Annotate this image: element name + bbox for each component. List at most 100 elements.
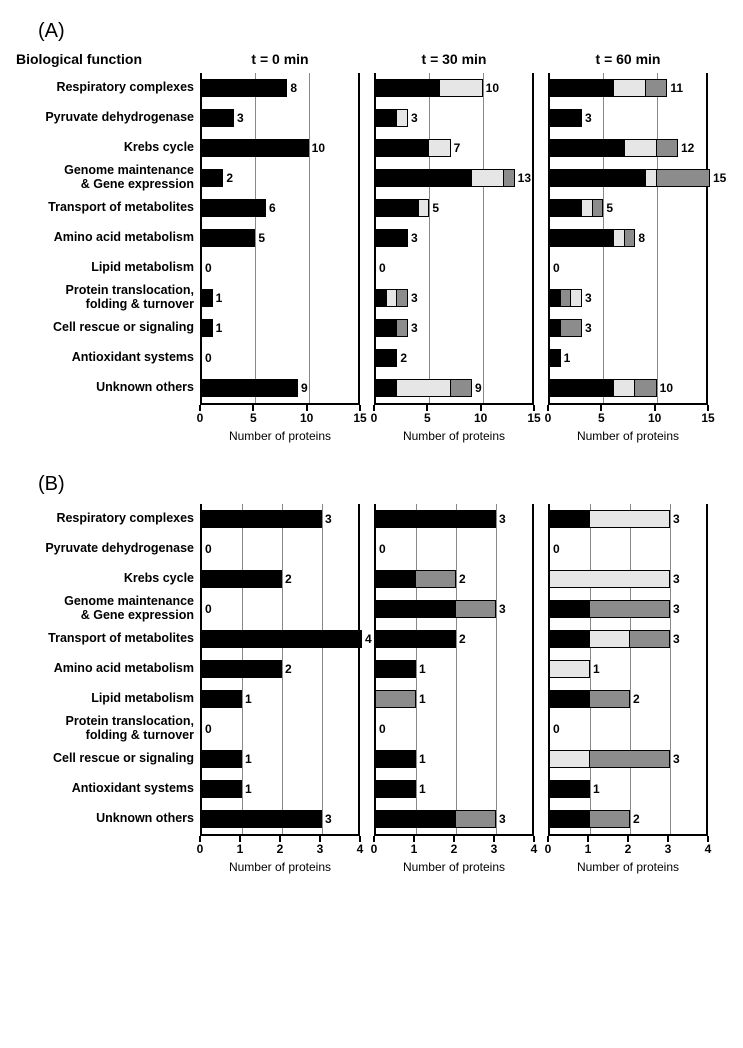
bar-segment [451, 379, 472, 397]
bar-segment [202, 109, 234, 127]
bar-segment [593, 199, 604, 217]
chart-cell: 0 [374, 253, 534, 283]
chart-row: Pyruvate dehydrogenase333 [10, 103, 733, 133]
bar-segment [376, 319, 397, 337]
category-label: Cell rescue or signaling [10, 752, 200, 766]
chart-row: Unknown others332 [10, 804, 733, 834]
grid-line [255, 163, 256, 193]
bar-segment [376, 139, 429, 157]
bar-total-label: 1 [216, 291, 223, 305]
stacked-bar [550, 750, 670, 768]
grid-line [255, 223, 256, 253]
tick-label: 5 [424, 411, 431, 425]
bar-total-label: 9 [301, 381, 308, 395]
bar-segment [550, 630, 590, 648]
grid-line [429, 103, 430, 133]
bar-total-label: 8 [638, 231, 645, 245]
bar-segment [571, 289, 582, 307]
grid-line [657, 103, 658, 133]
grid-line [483, 73, 484, 103]
chart-cell: 2 [374, 564, 534, 594]
chart-row: Genome maintenance& Gene expression033 [10, 594, 733, 624]
grid-line [496, 594, 497, 624]
bar-segment [550, 139, 625, 157]
stacked-bar [550, 349, 561, 367]
bar-segment [590, 750, 670, 768]
stacked-bar [376, 199, 429, 217]
grid-line [429, 313, 430, 343]
grid-line [670, 624, 671, 654]
chart-row: Cell rescue or signaling113 [10, 744, 733, 774]
category-label: Unknown others [10, 381, 200, 395]
stacked-bar [376, 630, 456, 648]
tick-label: 1 [585, 842, 592, 856]
stacked-bar [376, 600, 496, 618]
category-label: Krebs cycle [10, 572, 200, 586]
bar-total-label: 3 [325, 812, 332, 826]
grid-line [456, 534, 457, 564]
chart-cell: 8 [200, 73, 360, 103]
stacked-bar [376, 319, 408, 337]
bar-total-label: 1 [419, 782, 426, 796]
bar-total-label: 3 [499, 812, 506, 826]
grid-line [483, 253, 484, 283]
bar-segment [657, 169, 710, 187]
chart-cell: 5 [200, 223, 360, 253]
tick-label: 2 [625, 842, 632, 856]
grid-line [496, 564, 497, 594]
column-header: t = 60 min [548, 51, 708, 67]
x-axis: 01234Number of proteins [374, 834, 534, 874]
stacked-bar [550, 379, 657, 397]
chart-cell: 3 [548, 744, 708, 774]
chart-cell: 0 [200, 714, 360, 744]
tick-label: 3 [317, 842, 324, 856]
bar-segment [550, 780, 590, 798]
bar-segment [550, 109, 582, 127]
bar-total-label: 1 [564, 351, 571, 365]
chart-row: Antioxidant systems111 [10, 774, 733, 804]
chart-cell: 1 [200, 744, 360, 774]
tick-label: 4 [531, 842, 538, 856]
tick-label: 15 [353, 411, 366, 425]
axis-line: 051015 [200, 403, 360, 409]
stacked-bar [202, 570, 282, 588]
grid-line [670, 684, 671, 714]
chart-cell: 1 [374, 744, 534, 774]
grid-line [603, 343, 604, 373]
bar-segment [550, 600, 590, 618]
grid-line [590, 654, 591, 684]
grid-line [322, 564, 323, 594]
chart-row: Lipid metabolism112 [10, 684, 733, 714]
axis-line: 01234 [200, 834, 360, 840]
grid-line [322, 654, 323, 684]
category-label: Transport of metabolites [10, 201, 200, 215]
chart-cell: 3 [200, 504, 360, 534]
grid-line [255, 103, 256, 133]
grid-line [309, 73, 310, 103]
chart-cell: 8 [548, 223, 708, 253]
bar-segment [202, 570, 282, 588]
bar-total-label: 3 [585, 111, 592, 125]
stacked-bar [376, 510, 496, 528]
chart-row: Lipid metabolism000 [10, 253, 733, 283]
grid-line [416, 774, 417, 804]
bar-segment [202, 79, 287, 97]
bar-total-label: 3 [673, 632, 680, 646]
bar-total-label: 1 [593, 662, 600, 676]
grid-line [282, 774, 283, 804]
stacked-bar [550, 139, 678, 157]
chart-cell: 7 [374, 133, 534, 163]
panel-label: (A) [38, 20, 733, 43]
grid-line [282, 564, 283, 594]
grid-line [657, 343, 658, 373]
grid-line [282, 744, 283, 774]
chart-cell: 1 [200, 774, 360, 804]
bar-segment [614, 79, 646, 97]
chart-row: Genome maintenance& Gene expression21315 [10, 163, 733, 193]
bar-segment [376, 750, 416, 768]
bar-segment [376, 630, 456, 648]
chart-cell: 0 [200, 343, 360, 373]
bar-segment [376, 810, 456, 828]
bar-segment [456, 810, 496, 828]
chart-cell: 2 [200, 564, 360, 594]
